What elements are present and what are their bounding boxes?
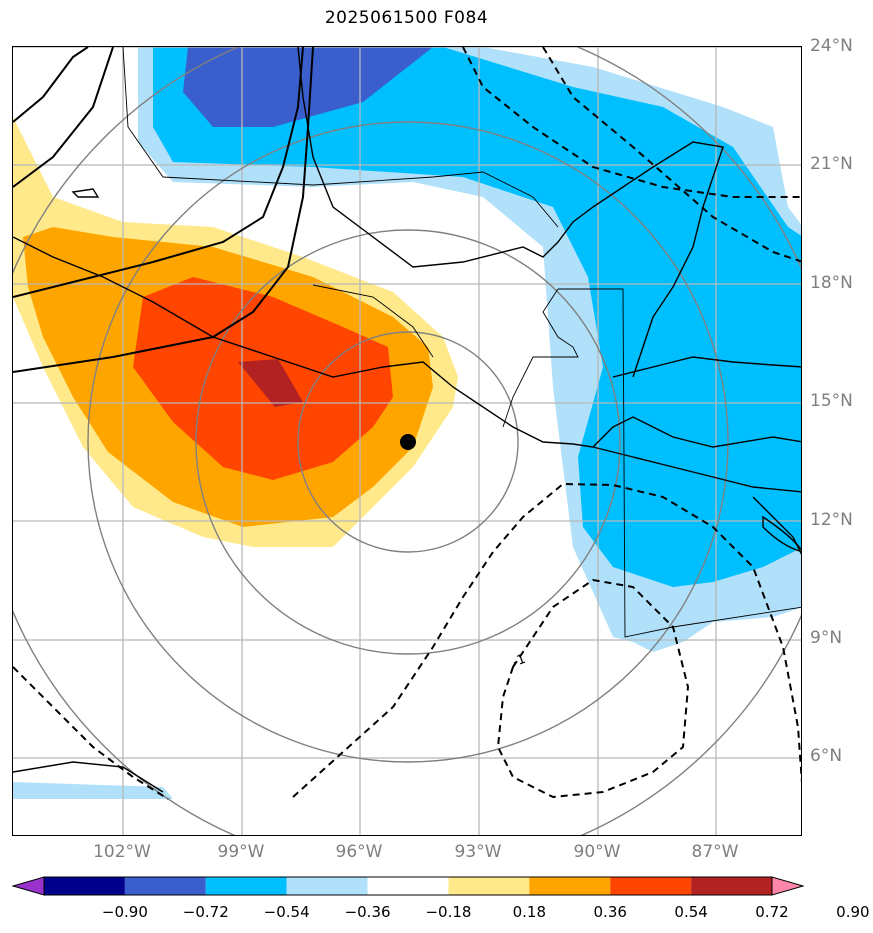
colorbar-segment	[691, 877, 772, 895]
coastline	[13, 47, 801, 793]
map-canvas: -1	[13, 47, 801, 835]
colorbar-tick-label: 0.72	[755, 903, 789, 921]
colorbar-segment	[205, 877, 287, 895]
colorbar-segment	[448, 877, 530, 895]
solid-contours	[13, 47, 314, 373]
lat-label: 24°N	[810, 36, 853, 56]
colorbar-segment	[44, 877, 125, 895]
lon-label: 99°W	[217, 842, 265, 862]
colorbar-tick-label: −0.54	[263, 903, 310, 921]
colorbar-tick-label: 0.90	[836, 903, 870, 921]
storm-center-marker	[400, 434, 416, 450]
colorbar-tick-label: −0.18	[425, 903, 472, 921]
colorbar	[12, 876, 804, 896]
lat-label: 18°N	[810, 273, 853, 293]
colorbar-segment	[529, 877, 611, 895]
colorbar-tick-label: 0.36	[593, 903, 627, 921]
colorbar-tick-label: −0.36	[344, 903, 391, 921]
lon-label: 93°W	[454, 842, 502, 862]
lon-label: 102°W	[93, 842, 151, 862]
dashed-contours	[13, 47, 801, 800]
colorbar-tick-label: −0.72	[182, 903, 229, 921]
colorbar-segment	[286, 877, 368, 895]
lon-label: 96°W	[335, 842, 383, 862]
lat-label: 9°N	[810, 628, 843, 648]
colorbar-extend-low	[12, 876, 45, 896]
lat-label: 6°N	[810, 746, 843, 766]
contour-label: -1	[511, 652, 528, 671]
colorbar-segment	[367, 877, 449, 895]
map-title: 2025061500 F084	[324, 8, 489, 28]
colorbar-tick-label: 0.18	[512, 903, 547, 921]
map-panel: -1	[12, 46, 802, 836]
lat-label: 21°N	[810, 154, 853, 174]
lat-label: 12°N	[810, 510, 853, 530]
country-borders	[122, 47, 801, 638]
colorbar-extend-high	[771, 876, 804, 896]
range-rings	[13, 47, 801, 835]
colorbar-tick-label: −0.90	[101, 903, 148, 921]
shaded-field	[13, 47, 801, 799]
colorbar-tick-label: 0.54	[674, 903, 708, 921]
lon-label: 87°W	[691, 842, 739, 862]
colorbar-segment	[610, 877, 692, 895]
graticule	[13, 47, 801, 835]
lon-label: 90°W	[573, 842, 621, 862]
colorbar-segment	[124, 877, 206, 895]
lat-label: 15°N	[810, 391, 853, 411]
